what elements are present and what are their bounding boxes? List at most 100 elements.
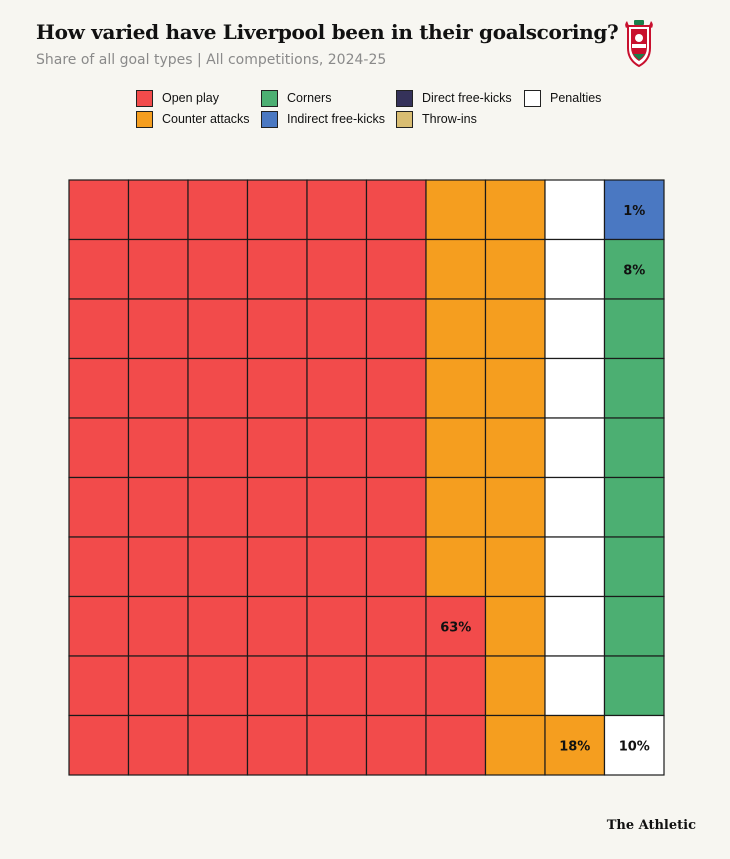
waffle-cell-open-play [306, 476, 368, 538]
legend-label: Open play [162, 91, 219, 105]
waffle-cell-corners [603, 357, 665, 419]
waffle-cell-penalties [544, 298, 606, 360]
waffle-cell-open-play [425, 714, 487, 776]
legend-swatch [136, 110, 153, 128]
waffle-cell-penalties [544, 595, 606, 657]
data-label-corners: 8% [623, 263, 645, 278]
waffle-cell-open-play [246, 536, 308, 598]
waffle-cell-counter-attacks [484, 357, 546, 419]
waffle-cell-open-play [187, 714, 249, 776]
waffle-cell-open-play [187, 298, 249, 360]
waffle-cell-open-play [365, 179, 427, 241]
waffle-cell-open-play [306, 595, 368, 657]
waffle-cell-open-play [127, 476, 189, 538]
legend-label: Counter attacks [162, 112, 250, 126]
waffle-cell-open-play [306, 417, 368, 479]
legend-label: Throw-ins [422, 112, 477, 126]
waffle-cell-counter-attacks [484, 655, 546, 717]
legend-label: Penalties [550, 91, 602, 105]
waffle-cell-penalties [544, 238, 606, 300]
waffle-cell-open-play [365, 595, 427, 657]
waffle-cell-open-play [306, 536, 368, 598]
waffle-cell-open-play [187, 595, 249, 657]
waffle-cell-open-play [127, 179, 189, 241]
waffle-cell-penalties [544, 476, 606, 538]
waffle-cell-open-play [187, 417, 249, 479]
legend-swatch [261, 110, 278, 128]
waffle-cell-corners [603, 655, 665, 717]
waffle-cell-open-play [127, 595, 189, 657]
waffle-cell-open-play [187, 179, 249, 241]
waffle-cell-open-play [306, 357, 368, 419]
waffle-cell-open-play [68, 714, 130, 776]
waffle-cell-counter-attacks [425, 417, 487, 479]
waffle-cell-open-play [127, 655, 189, 717]
liverpool-crest-icon [625, 20, 653, 68]
waffle-cell-corners [603, 417, 665, 479]
waffle-cell-open-play [127, 417, 189, 479]
waffle-cell-open-play [365, 536, 427, 598]
waffle-cell-penalties [544, 536, 606, 598]
waffle-cell-open-play [127, 357, 189, 419]
waffle-cell-open-play [365, 476, 427, 538]
waffle-cell-penalties [544, 357, 606, 419]
waffle-cell-open-play [68, 417, 130, 479]
waffle-cell-open-play [68, 298, 130, 360]
waffle-cell-open-play [306, 179, 368, 241]
data-label-counter-attacks: 18% [559, 739, 590, 754]
waffle-cell-open-play [187, 536, 249, 598]
legend-item-indirect-free-kicks: Indirect free-kicks [261, 110, 396, 128]
waffle-cell-open-play [68, 655, 130, 717]
waffle-cell-open-play [127, 298, 189, 360]
waffle-cell-open-play [246, 298, 308, 360]
waffle-cell-open-play [246, 238, 308, 300]
waffle-cell-penalties [544, 655, 606, 717]
waffle-cell-counter-attacks [484, 714, 546, 776]
legend-label: Corners [287, 91, 332, 105]
legend-label: Direct free-kicks [422, 91, 512, 105]
waffle-cell-open-play [246, 595, 308, 657]
data-label-open-play: 63% [440, 620, 471, 635]
waffle-cell-penalties [544, 179, 606, 241]
data-label-indirect-free-kicks: 1% [623, 204, 645, 219]
legend-swatch [136, 89, 153, 107]
source-credit: The Athletic [606, 818, 696, 833]
waffle-cell-counter-attacks [484, 536, 546, 598]
waffle-cell-open-play [365, 298, 427, 360]
waffle-cell-counter-attacks [484, 476, 546, 538]
waffle-cell-open-play [68, 476, 130, 538]
waffle-cell-open-play [68, 238, 130, 300]
waffle-cell-counter-attacks [425, 179, 487, 241]
waffle-cell-penalties [603, 714, 665, 776]
legend-swatch [396, 110, 413, 128]
legend: Open play Corners Direct free-kicks Pena… [136, 89, 624, 128]
waffle-cell-open-play [246, 714, 308, 776]
legend-label: Indirect free-kicks [287, 112, 385, 126]
chart-subtitle: Share of all goal types | All competitio… [36, 52, 387, 68]
waffle-cell-open-play [127, 714, 189, 776]
waffle-cell-open-play [127, 536, 189, 598]
waffle-cell-open-play [68, 357, 130, 419]
waffle-cell-open-play [365, 417, 427, 479]
waffle-cell-counter-attacks [484, 238, 546, 300]
waffle-cell-counter-attacks [425, 238, 487, 300]
waffle-cell-corners [603, 536, 665, 598]
waffle-cell-open-play [425, 595, 487, 657]
waffle-cell-open-play [246, 179, 308, 241]
waffle-cell-corners [603, 476, 665, 538]
waffle-cell-open-play [306, 238, 368, 300]
legend-swatch [396, 89, 413, 107]
waffle-cell-open-play [365, 238, 427, 300]
legend-swatch [524, 89, 541, 107]
waffle-cell-counter-attacks [425, 536, 487, 598]
waffle-cell-counter-attacks [484, 298, 546, 360]
waffle-cell-open-play [187, 476, 249, 538]
waffle-cell-counter-attacks [484, 595, 546, 657]
waffle-cell-open-play [425, 655, 487, 717]
legend-item-direct-free-kicks: Direct free-kicks [396, 89, 524, 107]
waffle-cell-open-play [187, 238, 249, 300]
waffle-cell-open-play [246, 357, 308, 419]
waffle-cell-open-play [246, 655, 308, 717]
data-label-penalties: 10% [619, 739, 650, 754]
